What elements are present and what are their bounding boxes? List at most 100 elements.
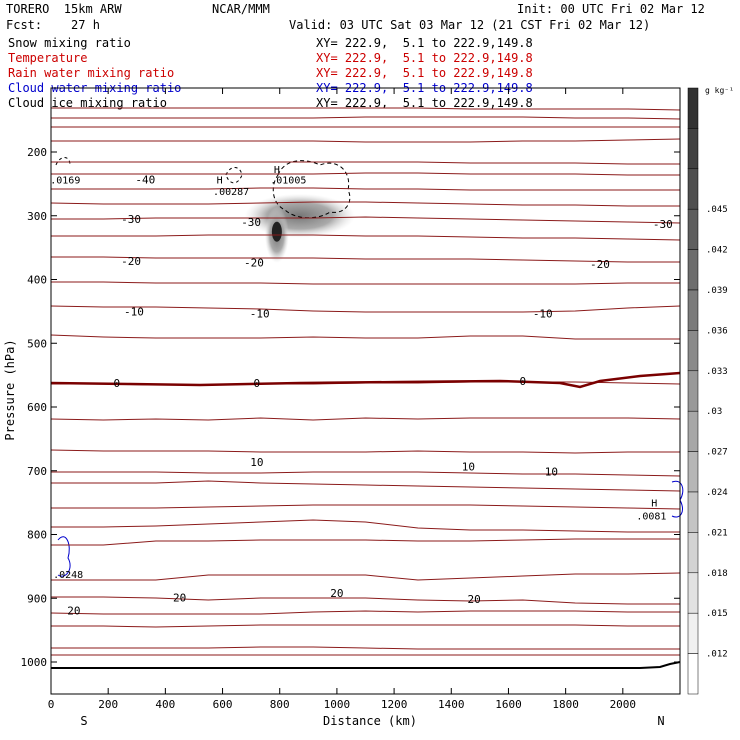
- colorbar-bin: [687, 289, 699, 331]
- colorbar-tick-label: .027: [706, 448, 728, 458]
- field-xy-snow: XY= 222.9, 5.1 to 222.9,149.8: [316, 36, 533, 50]
- isotherm-line: [51, 519, 680, 533]
- x-tick-label: 600: [213, 698, 233, 711]
- colorbar-bin: [687, 370, 699, 412]
- field-label-rain: Rain water mixing ratio: [8, 66, 175, 80]
- model-title: TORERO 15km ARW: [6, 2, 122, 16]
- colorbar-bin: [687, 168, 699, 210]
- extremum-label: H: [651, 499, 657, 510]
- field-xy-cloud-ice: XY= 222.9, 5.1 to 222.9,149.8: [316, 96, 533, 110]
- valid-time: Valid: 03 UTC Sat 03 Mar 12 (21 CST Fri …: [289, 18, 651, 32]
- y-tick-label: 700: [27, 465, 47, 478]
- colorbar-tick-label: .012: [706, 650, 728, 660]
- x-tick-label: 1800: [552, 698, 579, 711]
- colorbar-bin: [687, 451, 699, 493]
- extremum-label: .0169: [50, 175, 80, 186]
- isotherm-line: [51, 480, 681, 492]
- contour-label: -20: [244, 256, 264, 269]
- contour-label: 0: [519, 375, 526, 388]
- contour-label: -40: [135, 173, 155, 186]
- snow-shading: [244, 193, 355, 238]
- colorbar-bin: [687, 612, 699, 654]
- extremum-label: .0248: [53, 570, 83, 581]
- extremum-label: .01005: [270, 175, 306, 186]
- isotherm-line: [50, 610, 680, 615]
- y-tick-label: 900: [27, 592, 47, 605]
- x-tick-label: 800: [270, 698, 290, 711]
- y-tick-label: 600: [27, 401, 47, 414]
- y-tick-label: 300: [27, 210, 47, 223]
- snow-core: [271, 221, 282, 242]
- y-tick-label: 200: [27, 146, 47, 159]
- contour-label: 20: [173, 592, 186, 605]
- colorbar-tick-label: .042: [706, 246, 728, 256]
- isotherm-line: [51, 234, 681, 241]
- colorbar-bin: [687, 572, 699, 614]
- isotherm-line: [51, 646, 680, 650]
- contour-label: 20: [468, 593, 481, 606]
- contour-label: 10: [462, 460, 475, 473]
- colorbar-bin: [687, 249, 699, 291]
- isotherm-line: [50, 305, 681, 313]
- extremum-label: .0081: [636, 511, 666, 522]
- colorbar-tick-label: .045: [706, 205, 728, 215]
- isotherm-line: [50, 449, 680, 454]
- colorbar-unit: g kg⁻¹: [705, 86, 734, 95]
- isotherm-line: [51, 161, 680, 165]
- extremum-label: H: [217, 175, 223, 186]
- plot-frame: [50, 87, 681, 695]
- isotherm-line: [50, 334, 680, 340]
- contour-label: -30: [653, 218, 673, 231]
- isotherm-line: [51, 538, 680, 546]
- colorbar-bin: [687, 410, 699, 452]
- isotherm-line: [50, 201, 680, 207]
- isotherm-line: [51, 256, 680, 263]
- field-xy-rain: XY= 222.9, 5.1 to 222.9,149.8: [316, 66, 533, 80]
- contour-label: -30: [241, 216, 261, 229]
- terrain-line: [51, 661, 681, 669]
- isotherm-line: [51, 107, 681, 111]
- x-tick-label: 400: [155, 698, 175, 711]
- x-tick-label: 2000: [610, 698, 637, 711]
- colorbar-bin: [687, 532, 699, 574]
- x-tick-label: 1000: [324, 698, 351, 711]
- x-tick-label: 1600: [495, 698, 522, 711]
- isotherm-line: [51, 471, 681, 477]
- contour-label: 10: [545, 465, 558, 478]
- isotherm-line: [51, 504, 681, 510]
- contour-label: 10: [250, 456, 263, 469]
- y-tick-label: 500: [27, 337, 47, 350]
- contour-label: -10: [533, 307, 553, 320]
- isotherm-line: [51, 138, 681, 143]
- y-tick-label: 800: [27, 529, 47, 542]
- colorbar-tick-label: .039: [706, 286, 728, 296]
- y-tick-label: 1000: [21, 656, 48, 669]
- contour-label: -10: [124, 305, 144, 318]
- field-label-cloud-ice: Cloud ice mixing ratio: [8, 96, 167, 110]
- isotherm-line: [51, 216, 681, 224]
- field-label-temperature: Temperature: [8, 51, 88, 65]
- isotherm-line: [51, 281, 680, 285]
- contour-label: 0: [113, 377, 120, 390]
- colorbar-bin: [687, 653, 699, 695]
- contour-label: -30: [121, 213, 141, 226]
- forecast-hour: Fcst: 27 h: [6, 18, 100, 32]
- colorbar-bin: [687, 128, 699, 170]
- colorbar-tick-label: .036: [706, 326, 728, 336]
- contour-label: -20: [121, 255, 141, 268]
- extremum-label: H: [274, 165, 280, 176]
- center-title: NCAR/MMM: [212, 2, 270, 16]
- contour-label: 20: [330, 587, 343, 600]
- colorbar-tick-label: .033: [706, 367, 728, 377]
- colorbar-bin: [687, 87, 699, 129]
- colorbar-tick-label: .03: [706, 407, 722, 417]
- isotherm-line: [51, 624, 680, 628]
- isotherm-line: [51, 187, 680, 191]
- contour-label: 0: [254, 377, 261, 390]
- y-axis-label: Pressure (hPa): [3, 339, 17, 440]
- isotherm-line: [51, 572, 681, 581]
- freezing-level-line: [50, 371, 681, 389]
- colorbar-bin: [687, 330, 699, 372]
- cloud-water-contour: [671, 480, 684, 518]
